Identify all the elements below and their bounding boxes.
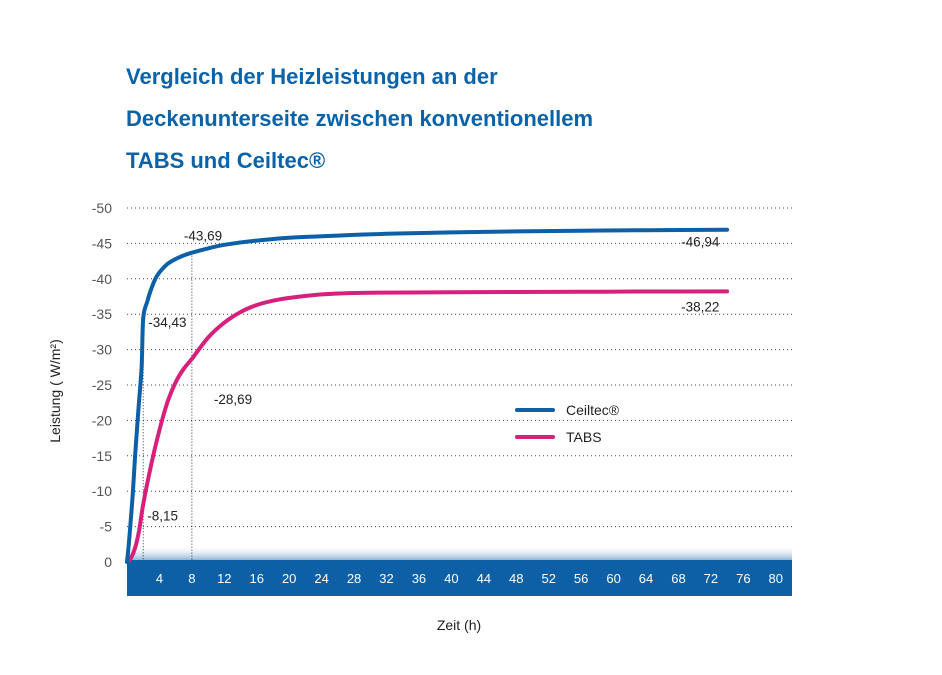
data-label: -28,69: [214, 392, 252, 407]
data-label: -43,69: [184, 229, 222, 244]
x-tick-label: 28: [347, 571, 361, 586]
x-tick-label: 56: [574, 571, 588, 586]
x-tick-label: 72: [704, 571, 718, 586]
x-tick-label: 36: [412, 571, 426, 586]
x-tick-label: 12: [217, 571, 231, 586]
baseline-fade: [127, 545, 792, 560]
y-tick-label: -30: [92, 342, 112, 358]
x-tick-label: 52: [541, 571, 555, 586]
y-tick-label: -50: [92, 200, 112, 216]
chart-title-line: Deckenunterseite zwischen konventionelle…: [126, 106, 594, 131]
series-line-tabs: [125, 289, 730, 564]
x-tick-label: 44: [477, 571, 491, 586]
y-tick-label: -40: [92, 271, 112, 287]
legend-label: Ceiltec®: [566, 402, 620, 418]
data-label: -8,15: [147, 508, 178, 523]
x-tick-label: 76: [736, 571, 750, 586]
x-tick-label: 32: [379, 571, 393, 586]
x-tick-label: 40: [444, 571, 458, 586]
data-label: -38,22: [681, 299, 719, 314]
x-tick-label: 80: [769, 571, 783, 586]
legend-label: TABS: [566, 429, 602, 445]
x-tick-label: 64: [639, 571, 653, 586]
y-tick-label: -25: [92, 377, 112, 393]
chart-title-line: Vergleich der Heizleistungen an der: [126, 64, 498, 89]
data-label: -34,43: [148, 315, 186, 330]
y-tick-label: -35: [92, 306, 112, 322]
y-tick-label: -15: [92, 448, 112, 464]
x-tick-label: 48: [509, 571, 523, 586]
y-tick-label: -10: [92, 483, 112, 499]
data-label: -46,94: [681, 235, 720, 250]
x-tick-label: 60: [606, 571, 620, 586]
y-tick-label: -45: [92, 235, 112, 251]
x-axis-label: Zeit (h): [437, 617, 481, 633]
y-tick-label: -20: [92, 412, 112, 428]
x-tick-label: 24: [314, 571, 328, 586]
x-tick-label: 16: [250, 571, 264, 586]
x-tick-label: 8: [188, 571, 195, 586]
y-tick-label: 0: [104, 554, 112, 570]
x-tick-label: 20: [282, 571, 296, 586]
series-line-ceiltec: [125, 227, 730, 564]
chart-title-line: TABS und Ceiltec®: [126, 148, 326, 173]
y-axis-label: Leistung ( W/m²): [47, 339, 63, 442]
x-tick-label: 4: [156, 571, 163, 586]
y-tick-label: -5: [100, 519, 113, 535]
x-axis-band: [127, 560, 792, 596]
x-tick-label: 68: [671, 571, 685, 586]
chart-title: Vergleich der Heizleistungen an der Deck…: [126, 56, 593, 182]
